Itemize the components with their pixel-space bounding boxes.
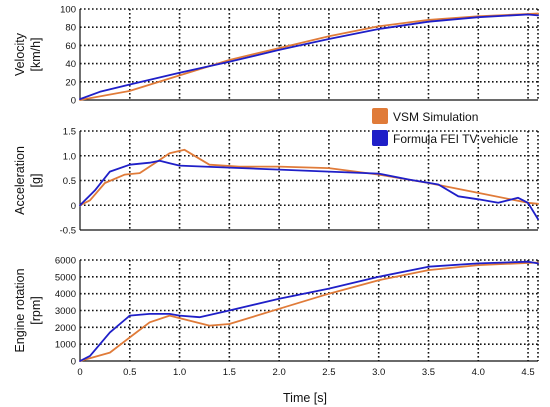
engine-rotation-panel: 0 1000 2000 3000 4000 5000 6000 0 0.5 1.0 1.5 2.0 2.…	[13, 256, 539, 378]
x-tick-label: 1.5	[223, 367, 236, 378]
y-tick-label: 1.5	[63, 127, 76, 138]
y-tick-label: 40	[65, 59, 76, 70]
y-tick-label: 0	[71, 96, 76, 107]
y-tick-label: 3000	[55, 306, 76, 317]
y-tick-label: 100	[60, 5, 76, 16]
y-tick-label: -0.5	[60, 226, 76, 237]
y-tick-label: 20	[65, 77, 76, 88]
y-axis-unit-label: [rpm]	[29, 296, 43, 324]
series-line-fei	[79, 159, 539, 221]
acceleration-panel: -0.5 0 0.5 1.0 1.5 Acceleration [g]	[13, 127, 539, 237]
series-line-vsm	[79, 148, 539, 207]
x-tick-label: 3.5	[422, 367, 435, 378]
x-tick-label: 3.0	[372, 367, 385, 378]
y-tick-label: 0.5	[63, 176, 76, 187]
y-tick-label: 4000	[55, 289, 76, 300]
legend-swatch-fei	[372, 130, 388, 146]
y-axis-label: Acceleration	[13, 146, 27, 215]
y-tick-label: 1000	[55, 340, 76, 351]
legend-label-fei: Formula FEI TV vehicle	[393, 132, 518, 146]
series-line-fei	[79, 260, 539, 362]
x-tick-label: 0	[77, 367, 82, 378]
y-tick-label: 1.0	[63, 151, 76, 162]
y-axis-unit-label: [g]	[29, 174, 43, 188]
legend: VSM Simulation Formula FEI TV vehicle	[372, 108, 518, 146]
y-tick-label: 0	[71, 201, 76, 212]
legend-swatch-vsm	[372, 108, 388, 124]
y-axis-label: Velocity	[13, 32, 27, 76]
x-axis-label: Time [s]	[283, 391, 327, 405]
x-tick-label: 0.5	[123, 367, 136, 378]
series-line-vsm	[79, 12, 539, 101]
y-axis-unit-label: [km/h]	[29, 37, 43, 71]
series-line-fei	[79, 13, 539, 100]
legend-label-vsm: VSM Simulation	[393, 110, 478, 124]
x-tick-label: 2.5	[322, 367, 335, 378]
x-tick-label: 2.0	[273, 367, 286, 378]
y-tick-label: 5000	[55, 272, 76, 283]
y-axis-label: Engine rotation	[13, 268, 27, 352]
y-tick-label: 0	[71, 357, 76, 368]
series-line-vsm	[79, 261, 539, 362]
y-tick-label: 60	[65, 41, 76, 52]
velocity-panel: 0 20 40 60 80 100 Velocity [km/h]	[13, 5, 539, 107]
x-tick-label: 1.0	[173, 367, 186, 378]
x-tick-label: 4.5	[521, 367, 534, 378]
y-tick-label: 80	[65, 23, 76, 34]
y-tick-label: 2000	[55, 323, 76, 334]
y-tick-label: 6000	[55, 256, 76, 267]
x-tick-label: 4.0	[472, 367, 485, 378]
